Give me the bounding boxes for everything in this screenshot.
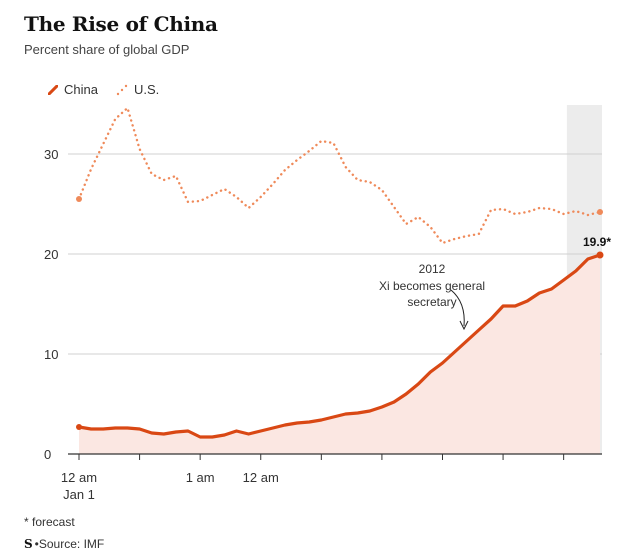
legend-label-us: U.S. [133, 82, 160, 97]
legend-swatch-us [116, 84, 128, 95]
legend-swatch-china [48, 84, 58, 95]
us-series-line [77, 105, 602, 245]
x-tick-label-2: 12 am [243, 470, 279, 485]
annotation-xi-line-2: secretary [407, 295, 456, 309]
x-tick-label-0: 12 am [61, 470, 97, 485]
annotation-xi-line-1: Xi becomes general [379, 279, 485, 293]
annotation-arrow [450, 289, 465, 327]
y-tick-label-20: 20 [44, 247, 58, 262]
legend-item-china: China [48, 82, 98, 97]
legend-label-china: China [64, 82, 98, 97]
y-tick-label-10: 10 [44, 347, 58, 362]
footnote-forecast: * forecast [24, 515, 75, 529]
y-tick-label-30: 30 [44, 147, 58, 162]
chart-title: The Rise of China [24, 12, 218, 36]
annotation-arrow-head [459, 320, 469, 331]
annotations: 2012 Xi becomes general secretary 19.9* [379, 235, 611, 331]
source-label: •Source: IMF [34, 537, 105, 551]
y-axis-ticks: 0 10 20 30 [44, 147, 58, 462]
us-start-point [76, 196, 82, 202]
source-line: S •Source: IMF [24, 537, 104, 551]
legend-item-us: U.S. [116, 82, 159, 97]
china-area-fill [79, 255, 600, 454]
publisher-logo: S [24, 537, 33, 551]
chart-subtitle: Percent share of global GDP [24, 42, 190, 57]
x-axis: 12 am Jan 1 1 am 12 am [61, 453, 602, 502]
china-end-point [596, 251, 604, 259]
chart-legend: China U.S. [48, 82, 177, 97]
annotation-xi-line-0: 2012 [419, 262, 446, 276]
y-tick-label-0: 0 [44, 447, 51, 462]
end-value-label: 19.9* [583, 235, 611, 249]
china-series-line [78, 253, 601, 439]
x-tick-label-1: 1 am [186, 470, 215, 485]
us-end-point [597, 209, 603, 215]
china-start-point [76, 424, 82, 430]
x-tick-sublabel-0: Jan 1 [63, 487, 95, 502]
